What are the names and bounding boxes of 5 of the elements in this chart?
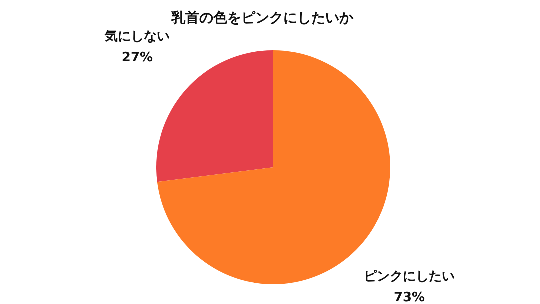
slice-label: 気にしない	[104, 30, 170, 45]
slice-label: ピンクにしたい	[364, 269, 456, 284]
data-label: 73%	[394, 290, 426, 304]
chart-title: 乳首の色をピンクにしたいか	[170, 10, 354, 26]
data-label: 27%	[122, 50, 154, 66]
